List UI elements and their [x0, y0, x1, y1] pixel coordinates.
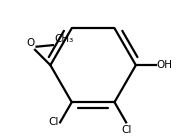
Text: CH₃: CH₃	[55, 34, 74, 44]
Text: Cl: Cl	[121, 125, 131, 135]
Text: O: O	[26, 38, 34, 48]
Text: OH: OH	[157, 60, 173, 70]
Text: Cl: Cl	[48, 117, 59, 127]
